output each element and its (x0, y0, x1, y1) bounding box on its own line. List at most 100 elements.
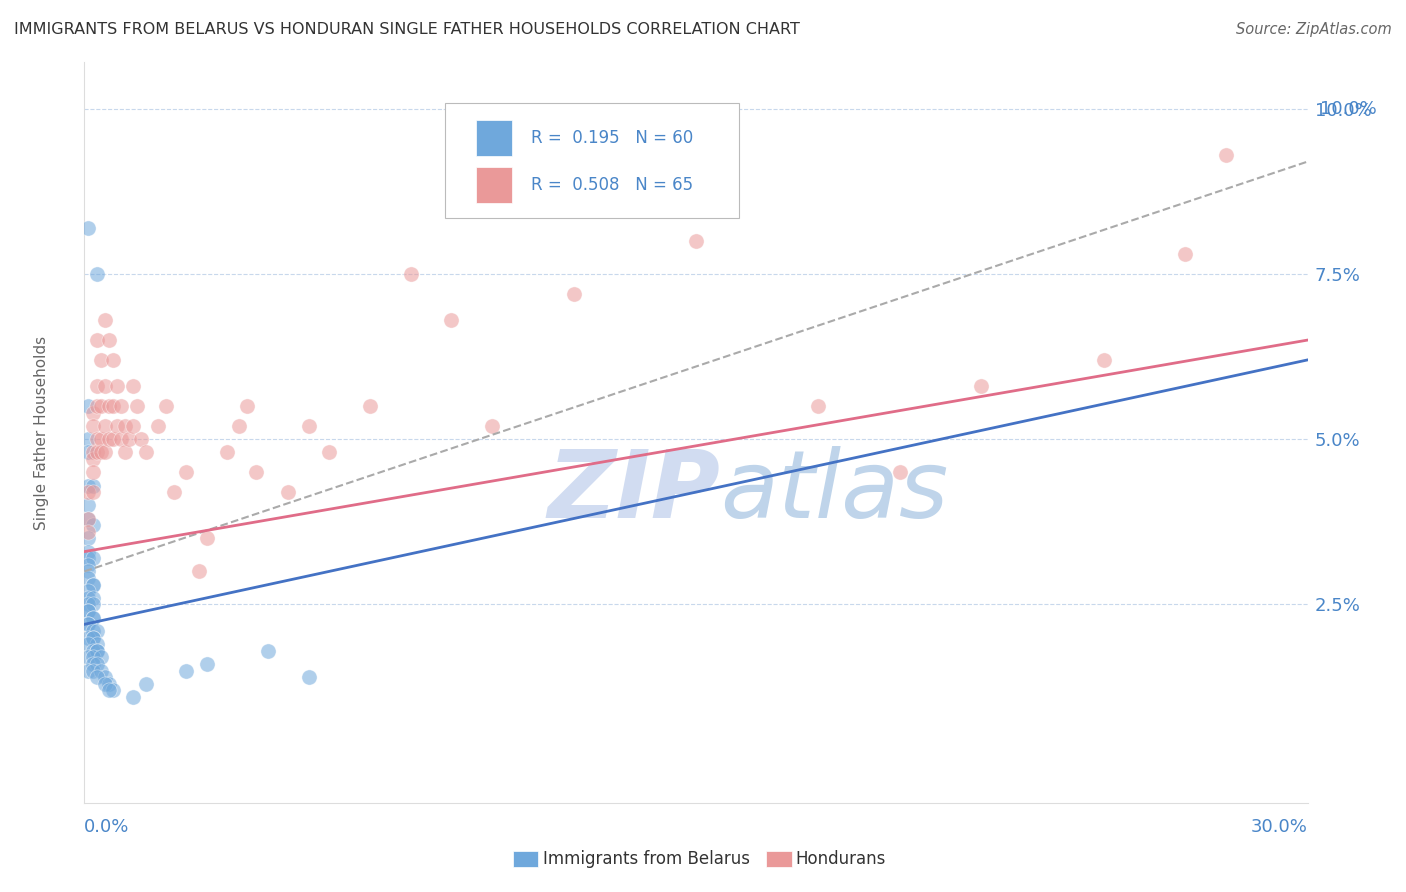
Point (187, 565, 209, 579)
Point (86, 644, 108, 658)
Point (101, 399, 124, 413)
Point (318, 445, 340, 459)
Point (86, 644, 108, 658)
Point (82, 631, 104, 645)
Point (82, 445, 104, 459)
Point (82, 598, 104, 612)
Point (245, 465, 267, 479)
Point (101, 352, 124, 367)
Point (90, 399, 112, 413)
Point (86, 267, 108, 281)
Point (217, 445, 239, 459)
Point (77, 617, 100, 632)
Point (93, 379, 115, 393)
Point (970, 379, 993, 393)
FancyBboxPatch shape (446, 103, 738, 218)
Point (195, 532, 218, 546)
Point (82, 591, 104, 605)
Point (77, 432, 100, 446)
Point (135, 445, 157, 459)
Point (97, 333, 120, 347)
Point (77, 551, 100, 566)
Point (77, 220, 100, 235)
Text: 10.0%: 10.0% (1320, 100, 1376, 118)
Text: ZIP: ZIP (547, 446, 720, 538)
Point (77, 604, 100, 618)
Point (90, 352, 112, 367)
Point (82, 551, 104, 566)
Point (77, 532, 100, 546)
Point (86, 399, 108, 413)
Point (86, 670, 108, 684)
Text: R =  0.508   N = 65: R = 0.508 N = 65 (531, 176, 693, 194)
Text: R =  0.195   N = 60: R = 0.195 N = 60 (531, 128, 693, 147)
Point (122, 379, 145, 393)
Point (1174, 247, 1197, 261)
Point (82, 644, 104, 658)
Point (685, 234, 707, 248)
Point (174, 664, 197, 678)
Point (97, 683, 120, 698)
Point (82, 577, 104, 591)
Point (114, 445, 136, 459)
Point (82, 611, 104, 625)
Point (236, 399, 259, 413)
Point (82, 650, 104, 665)
Point (77, 544, 100, 558)
Point (298, 670, 321, 684)
Point (105, 379, 128, 393)
Point (77, 571, 100, 585)
Point (86, 379, 108, 393)
Point (82, 624, 104, 638)
Point (562, 286, 585, 301)
Point (118, 432, 141, 446)
Point (77, 478, 100, 492)
Point (77, 591, 100, 605)
Point (97, 399, 120, 413)
Point (195, 657, 218, 671)
Point (101, 683, 124, 698)
Point (90, 664, 112, 678)
Point (86, 624, 108, 638)
Point (399, 267, 422, 281)
Point (135, 677, 157, 691)
Point (77, 399, 100, 413)
Point (93, 313, 115, 327)
Point (77, 604, 100, 618)
Point (82, 631, 104, 645)
Point (77, 485, 100, 500)
Point (77, 631, 100, 645)
Point (93, 445, 115, 459)
Point (131, 432, 153, 446)
Point (174, 465, 197, 479)
Point (82, 452, 104, 467)
Point (110, 432, 132, 446)
Point (82, 664, 104, 678)
Point (101, 432, 124, 446)
Point (77, 650, 100, 665)
Point (82, 611, 104, 625)
Point (1092, 352, 1115, 367)
Point (77, 499, 100, 513)
Bar (475, 120, 513, 155)
Point (77, 617, 100, 632)
Point (86, 657, 108, 671)
Point (86, 445, 108, 459)
Point (82, 485, 104, 500)
Text: 0.0%: 0.0% (84, 818, 129, 836)
Point (77, 511, 100, 525)
Point (146, 419, 169, 434)
Point (90, 650, 112, 665)
Text: Hondurans: Hondurans (796, 850, 886, 868)
Point (77, 558, 100, 572)
Point (97, 432, 120, 446)
Point (277, 485, 299, 500)
Point (122, 690, 145, 704)
Text: 30.0%: 30.0% (1251, 818, 1308, 836)
Point (122, 419, 145, 434)
Text: Immigrants from Belarus: Immigrants from Belarus (543, 850, 749, 868)
Point (257, 644, 280, 658)
Point (77, 511, 100, 525)
Point (82, 577, 104, 591)
Point (77, 524, 100, 539)
